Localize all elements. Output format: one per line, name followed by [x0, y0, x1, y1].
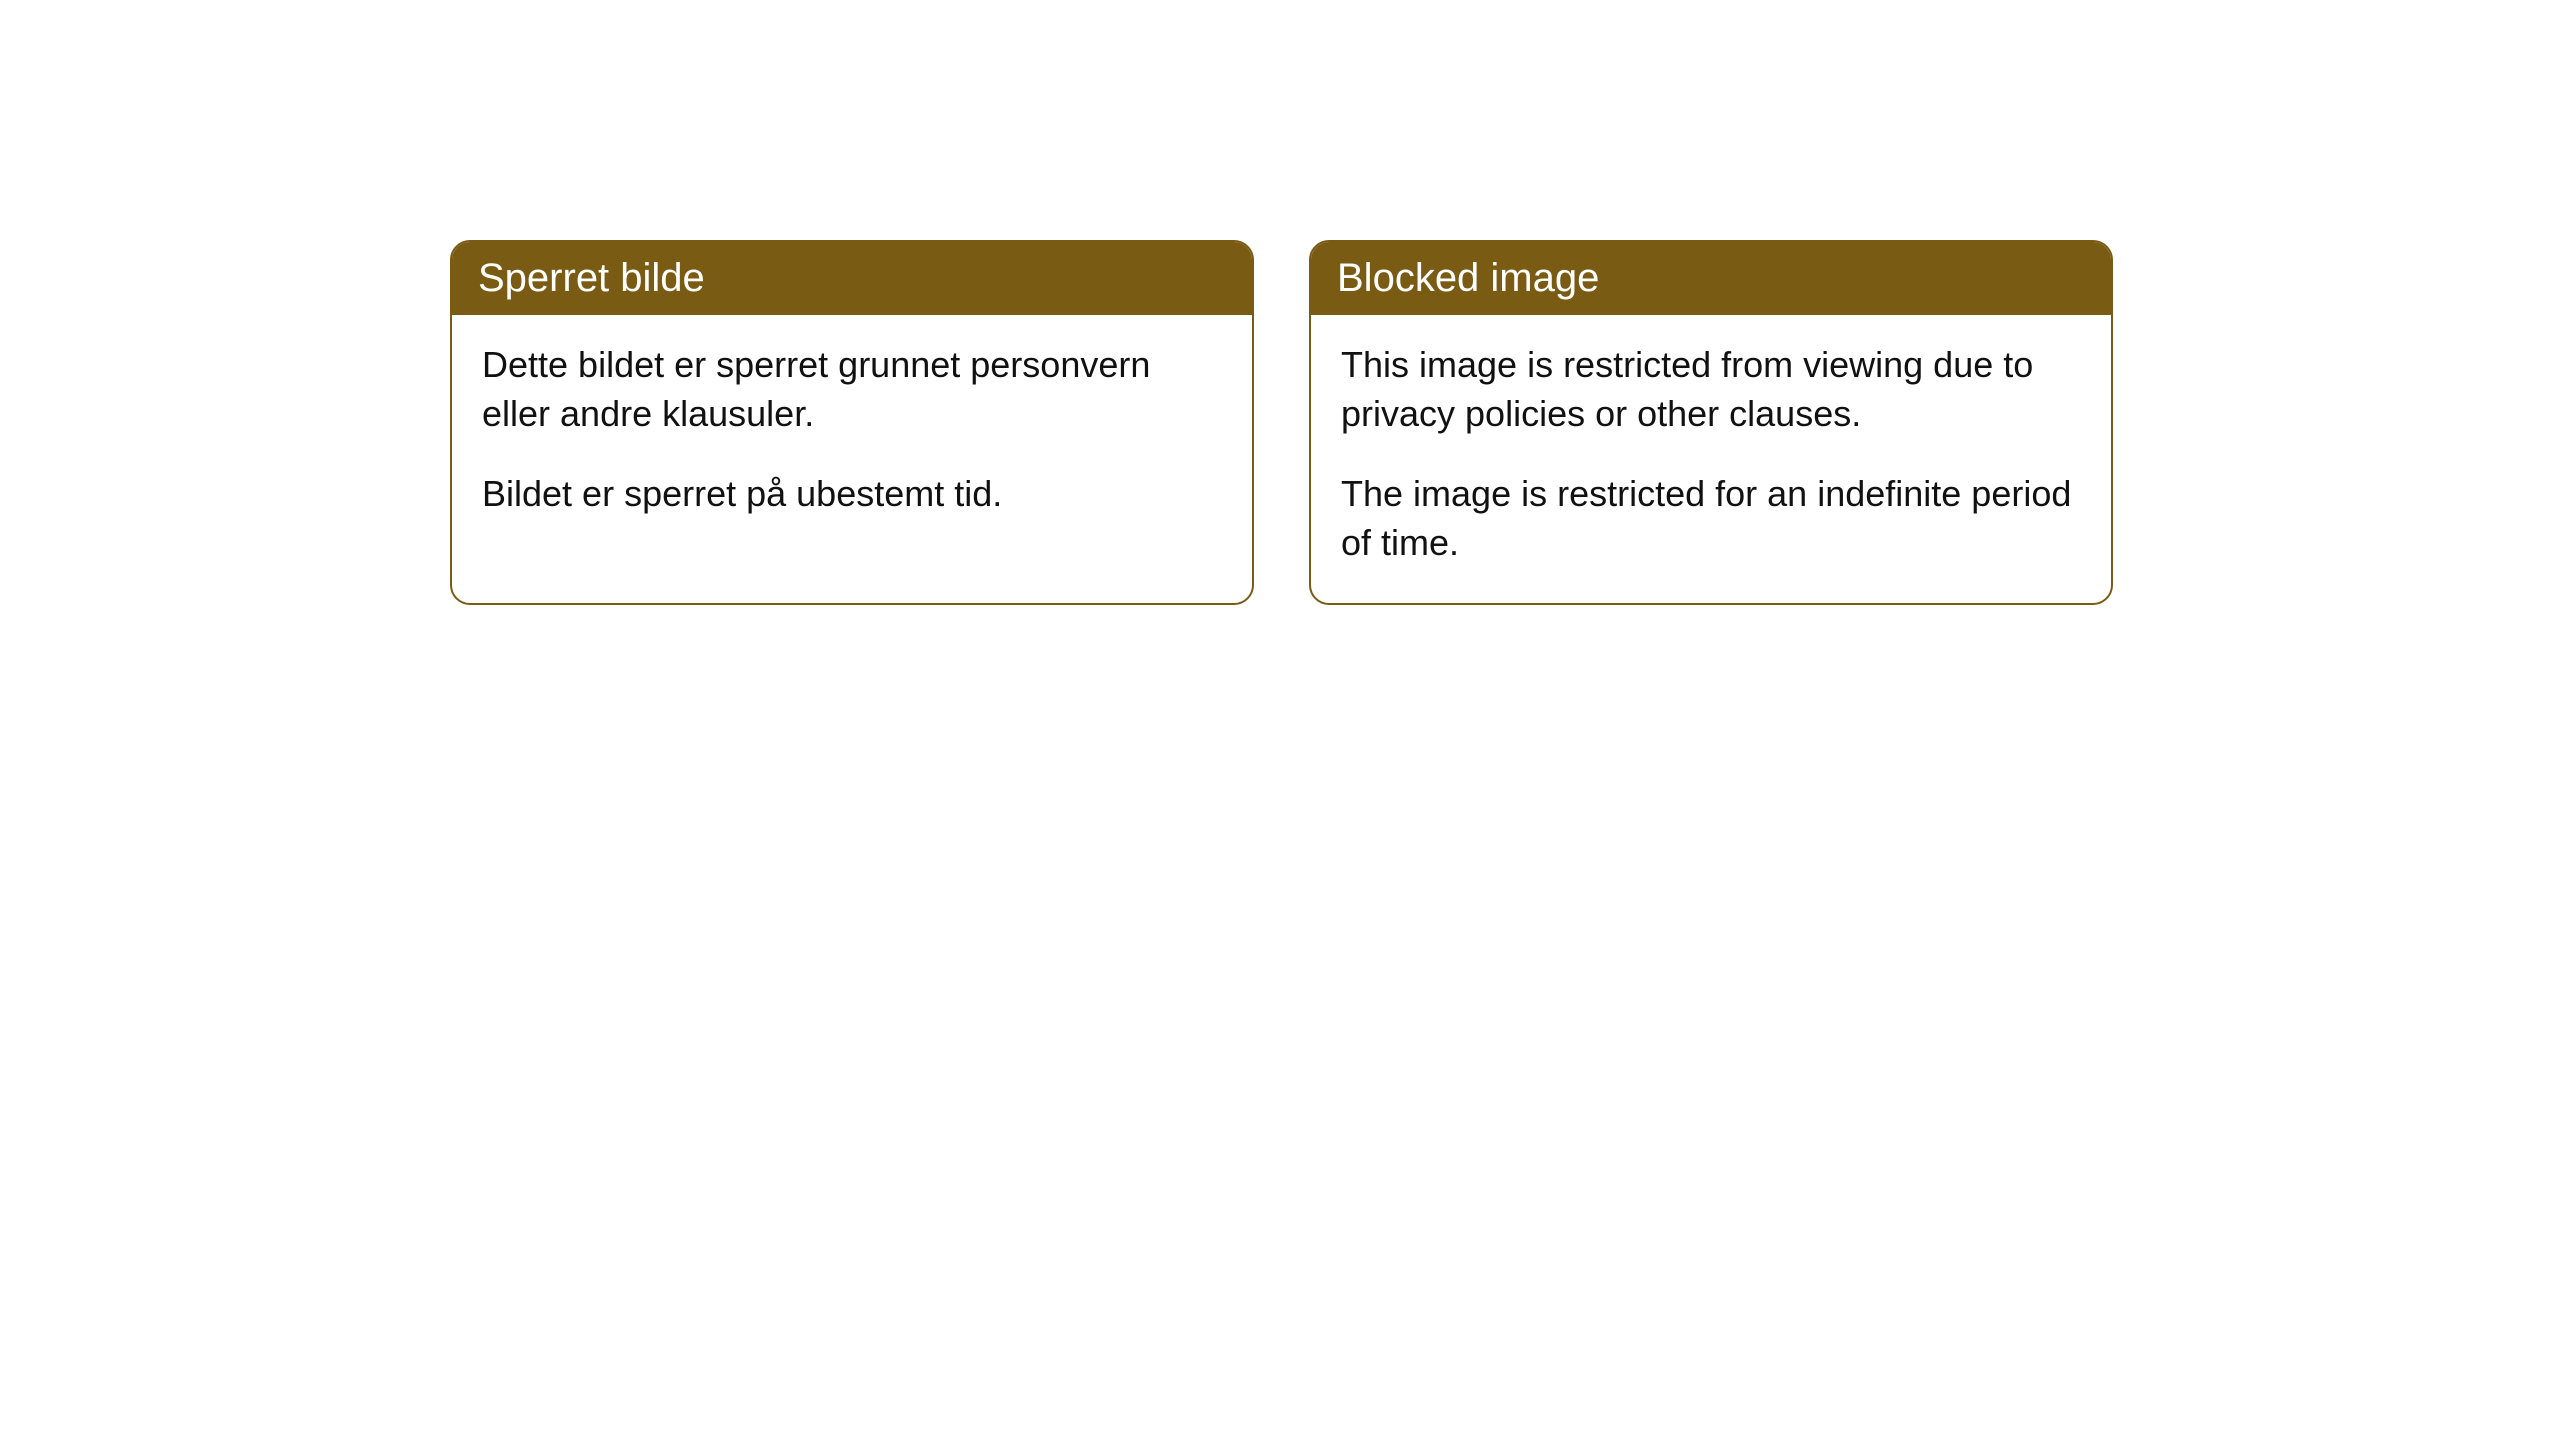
card-body: This image is restricted from viewing du…: [1311, 315, 2111, 603]
blocked-image-card-en: Blocked image This image is restricted f…: [1309, 240, 2113, 605]
card-paragraph: Bildet er sperret på ubestemt tid.: [482, 470, 1222, 519]
card-paragraph: This image is restricted from viewing du…: [1341, 341, 2081, 438]
card-paragraph: Dette bildet er sperret grunnet personve…: [482, 341, 1222, 438]
card-body: Dette bildet er sperret grunnet personve…: [452, 315, 1252, 555]
card-title: Blocked image: [1337, 256, 1599, 300]
blocked-image-card-no: Sperret bilde Dette bildet er sperret gr…: [450, 240, 1254, 605]
card-paragraph: The image is restricted for an indefinit…: [1341, 470, 2081, 567]
card-header: Blocked image: [1311, 242, 2111, 315]
card-header: Sperret bilde: [452, 242, 1252, 315]
notice-cards-container: Sperret bilde Dette bildet er sperret gr…: [450, 240, 2113, 605]
card-title: Sperret bilde: [478, 256, 705, 300]
